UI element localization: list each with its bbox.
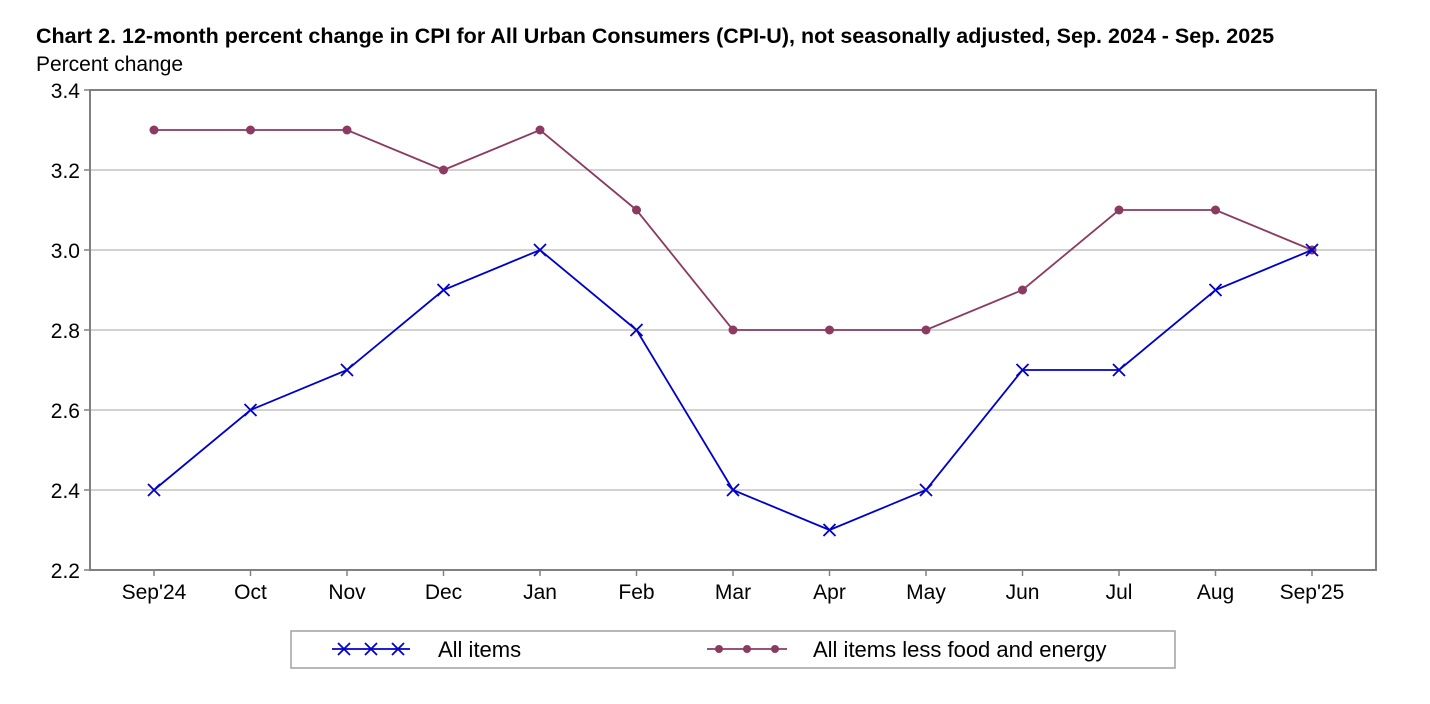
legend-label: All items [438, 637, 521, 662]
data-point [921, 325, 931, 335]
data-point [1114, 205, 1124, 215]
data-point [340, 363, 354, 377]
data-point [533, 243, 547, 257]
legend-item: All items less food and energy [707, 637, 1107, 662]
x-tick-label: Apr [813, 581, 846, 604]
y-axis-label: Percent change [36, 53, 184, 76]
data-point [728, 325, 738, 335]
data-point [825, 325, 834, 335]
y-tick-label: 2.2 [51, 560, 80, 583]
legend: All items All items less food and energy [290, 630, 1176, 669]
data-point [342, 125, 352, 135]
data-point [919, 483, 933, 497]
y-axis-ticks: 2.2 2.4 2.6 2.8 3.0 3.2 3.4 [51, 80, 90, 583]
legend-marker [364, 642, 378, 656]
data-point [1112, 363, 1126, 377]
y-tick-label: 2.4 [51, 480, 81, 503]
y-tick-label: 3.4 [51, 80, 81, 103]
x-tick-label: Jun [1006, 581, 1040, 604]
series-line [153, 248, 1313, 531]
x-tick-label: Sep'25 [1280, 581, 1345, 604]
data-point [246, 125, 255, 135]
x-tick-label: Sep'24 [122, 581, 187, 604]
data-point [147, 483, 161, 497]
x-tick-label: Jan [523, 581, 557, 604]
legend-marker [337, 642, 351, 656]
legend-marker [771, 645, 779, 653]
legend-label: All items less food and energy [813, 637, 1107, 662]
x-tick-label: May [906, 581, 946, 604]
data-point [1211, 205, 1220, 215]
data-point [1305, 243, 1319, 257]
data-point [1208, 283, 1223, 297]
y-tick-label: 2.6 [51, 400, 80, 423]
x-tick-label: Aug [1197, 581, 1234, 604]
data-point [149, 125, 159, 135]
legend-marker [715, 645, 723, 653]
series-all-items [147, 243, 1319, 537]
x-tick-label: Jul [1106, 581, 1133, 604]
legend-marker [743, 645, 751, 653]
y-tick-label: 2.8 [51, 320, 80, 343]
x-tick-label: Mar [715, 581, 751, 604]
data-point [243, 403, 258, 417]
data-point [726, 483, 740, 497]
y-tick-label: 3.2 [51, 160, 80, 183]
series-group [147, 125, 1319, 537]
x-tick-label: Feb [618, 581, 654, 604]
y-tick-label: 3.0 [51, 240, 80, 263]
data-point [1018, 285, 1027, 295]
legend-marker [391, 642, 405, 656]
chart-title: Chart 2. 12-month percent change in CPI … [36, 24, 1275, 48]
data-point [632, 205, 641, 215]
data-point [436, 283, 451, 297]
legend-item: All items [332, 637, 521, 662]
series-line [154, 128, 1313, 331]
data-point [439, 165, 448, 175]
x-tick-label: Oct [234, 581, 267, 604]
data-point [629, 323, 644, 337]
data-point [1015, 363, 1030, 377]
data-point [822, 523, 837, 537]
x-axis-ticks: Sep'24 Oct Nov Dec Jan Feb Mar Apr May Jun Jul Aug S… [122, 570, 1345, 604]
x-tick-label: Dec [425, 581, 462, 604]
series-core [149, 125, 1317, 335]
data-point [535, 125, 545, 135]
x-tick-label: Nov [328, 581, 366, 604]
